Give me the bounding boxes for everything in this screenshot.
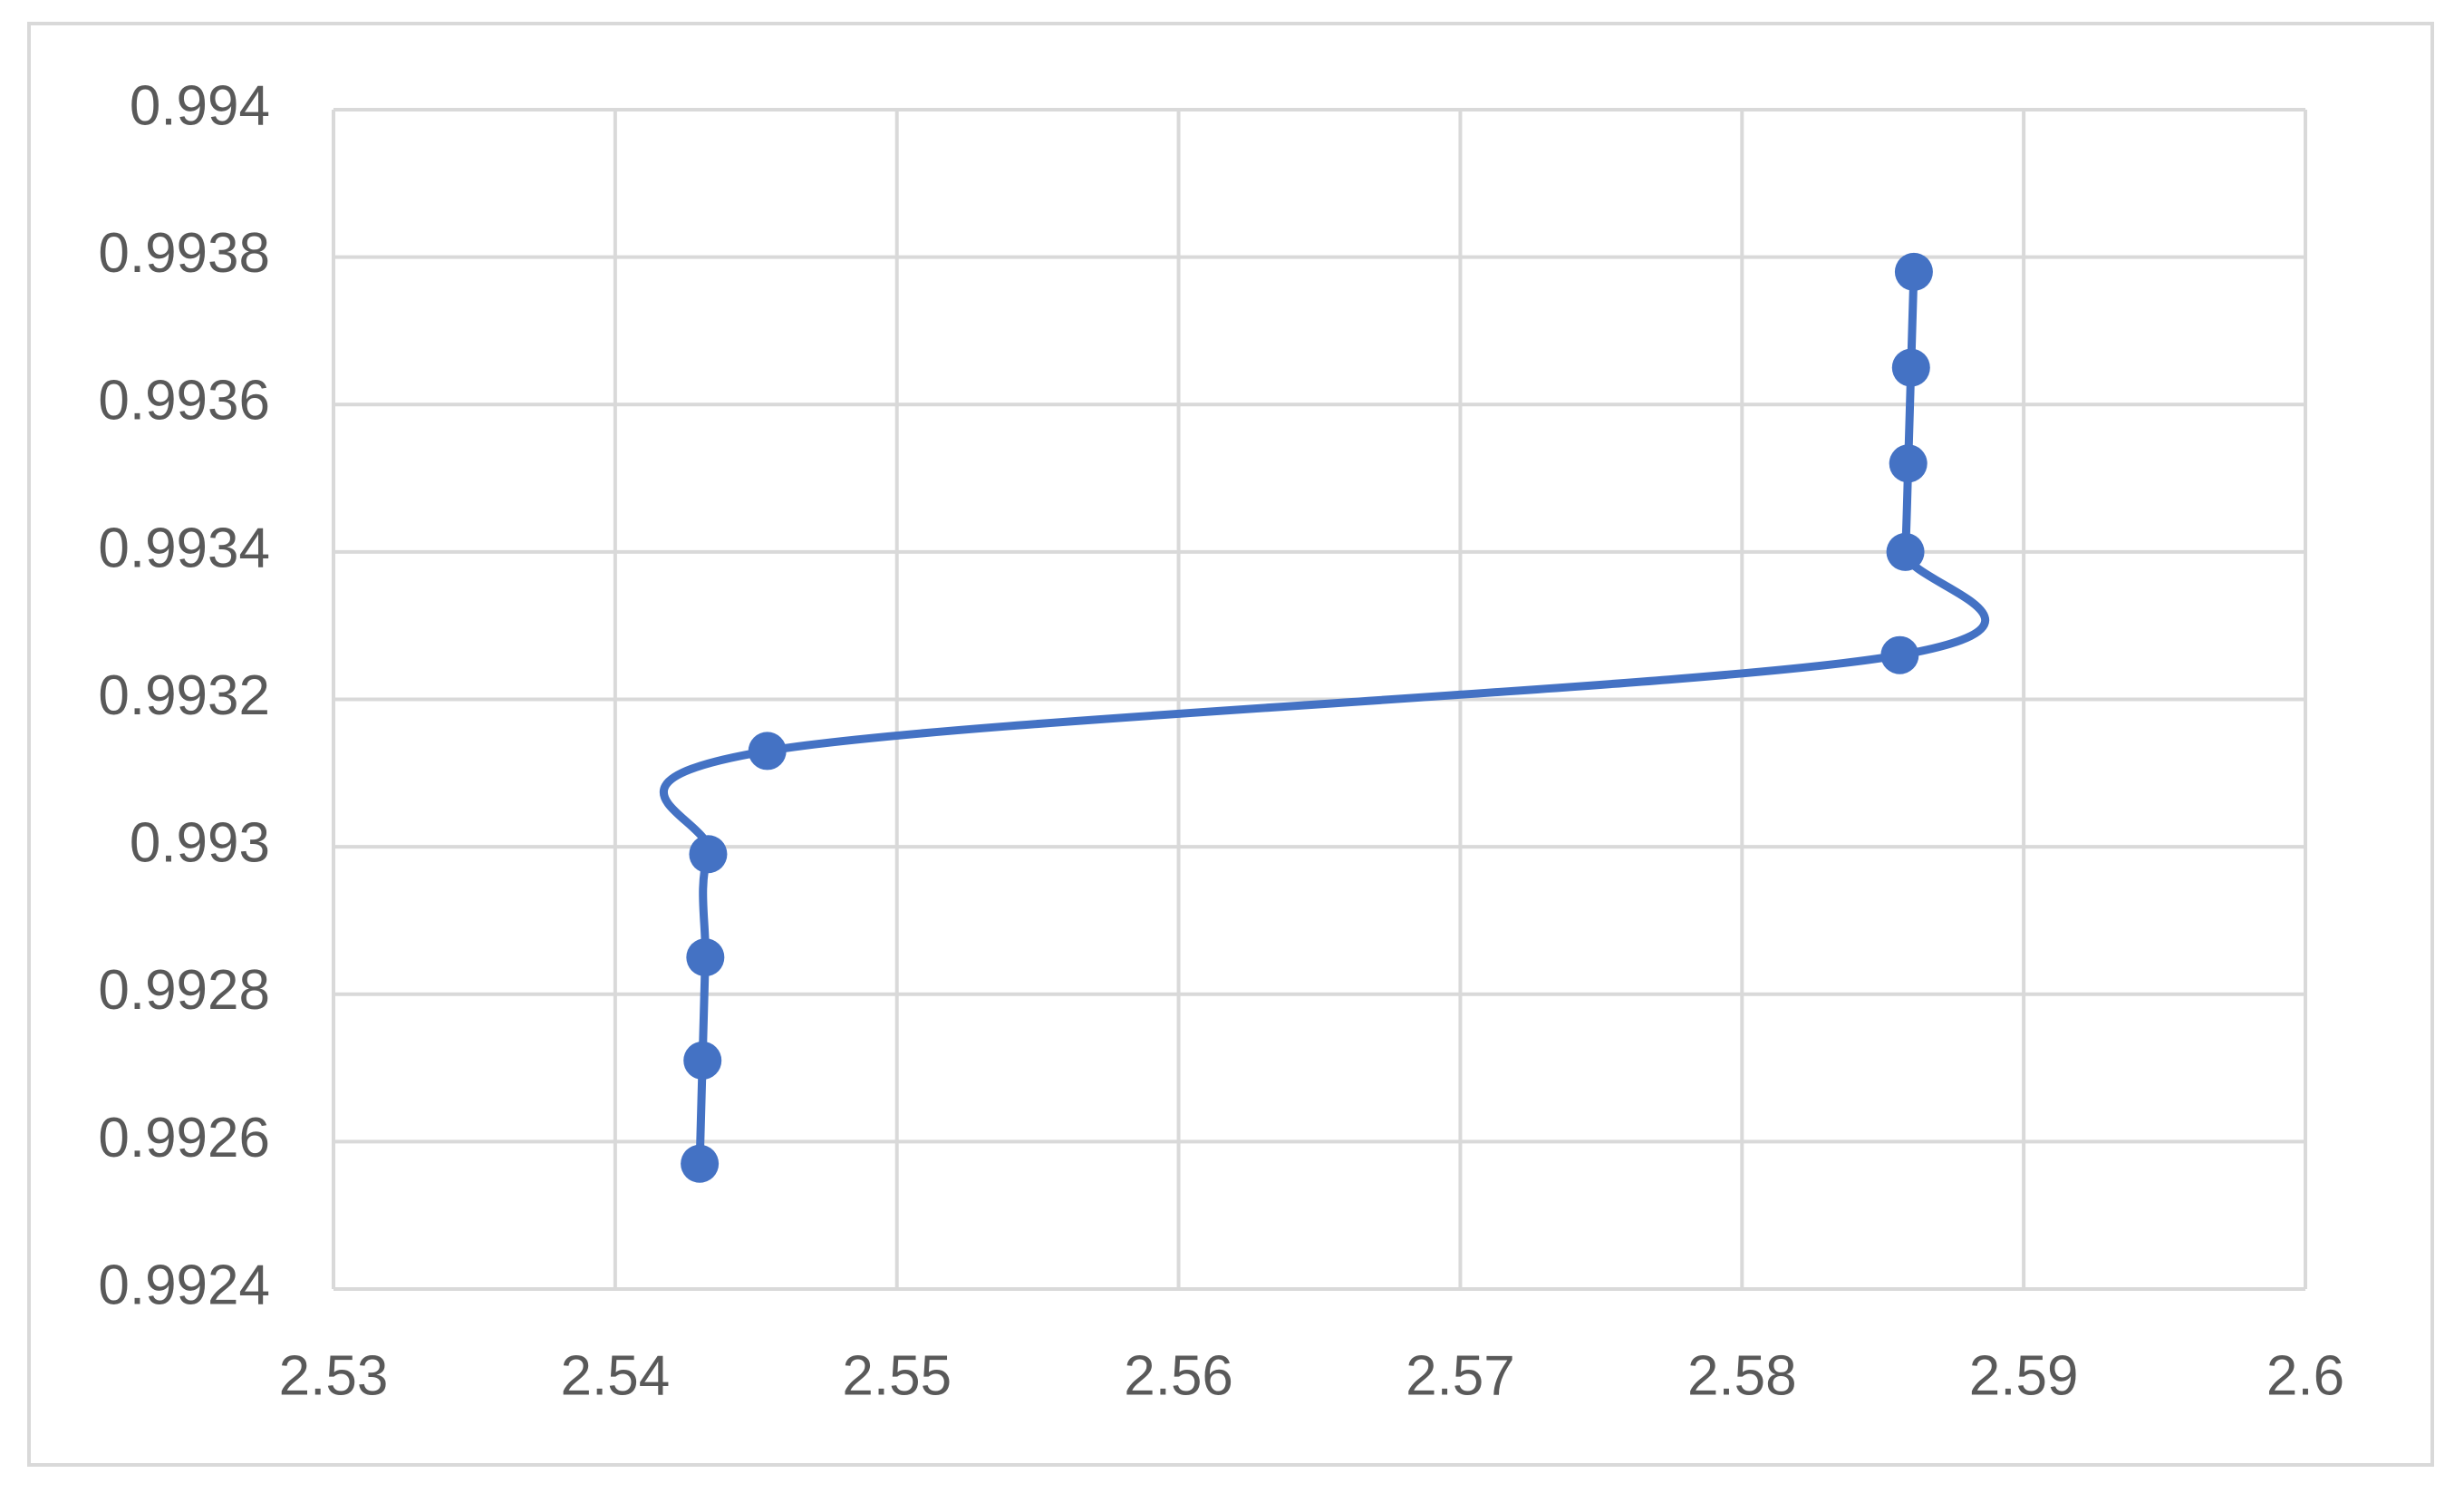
data-point — [681, 1144, 720, 1183]
y-tick-label: 0.9926 — [98, 1107, 270, 1169]
x-tick-label: 2.55 — [842, 1344, 952, 1407]
data-point — [689, 835, 728, 874]
y-tick-label: 0.9936 — [98, 370, 270, 432]
x-tick-label: 2.57 — [1406, 1344, 1515, 1407]
y-tick-label: 0.9924 — [98, 1254, 270, 1316]
data-point — [1894, 252, 1933, 291]
x-tick-label: 2.58 — [1687, 1344, 1797, 1407]
data-point — [1891, 348, 1930, 387]
y-tick-label: 0.9928 — [98, 959, 270, 1022]
y-tick-label: 0.9932 — [98, 664, 270, 727]
y-tick-label: 0.994 — [130, 74, 270, 137]
data-point — [1886, 532, 1925, 571]
y-tick-label: 0.9934 — [98, 517, 270, 579]
data-point — [686, 938, 725, 977]
y-tick-label: 0.9938 — [98, 222, 270, 285]
data-point — [748, 732, 787, 771]
y-tick-label: 0.993 — [130, 812, 270, 875]
chart-frame — [27, 22, 2434, 1467]
data-point — [1889, 444, 1928, 483]
x-tick-label: 2.6 — [2266, 1344, 2344, 1407]
data-point — [683, 1041, 722, 1080]
x-tick-label: 2.54 — [561, 1344, 671, 1407]
x-tick-label: 2.59 — [1969, 1344, 2079, 1407]
data-point — [1880, 635, 1919, 674]
x-tick-label: 2.53 — [279, 1344, 389, 1407]
x-tick-label: 2.56 — [1124, 1344, 1233, 1407]
